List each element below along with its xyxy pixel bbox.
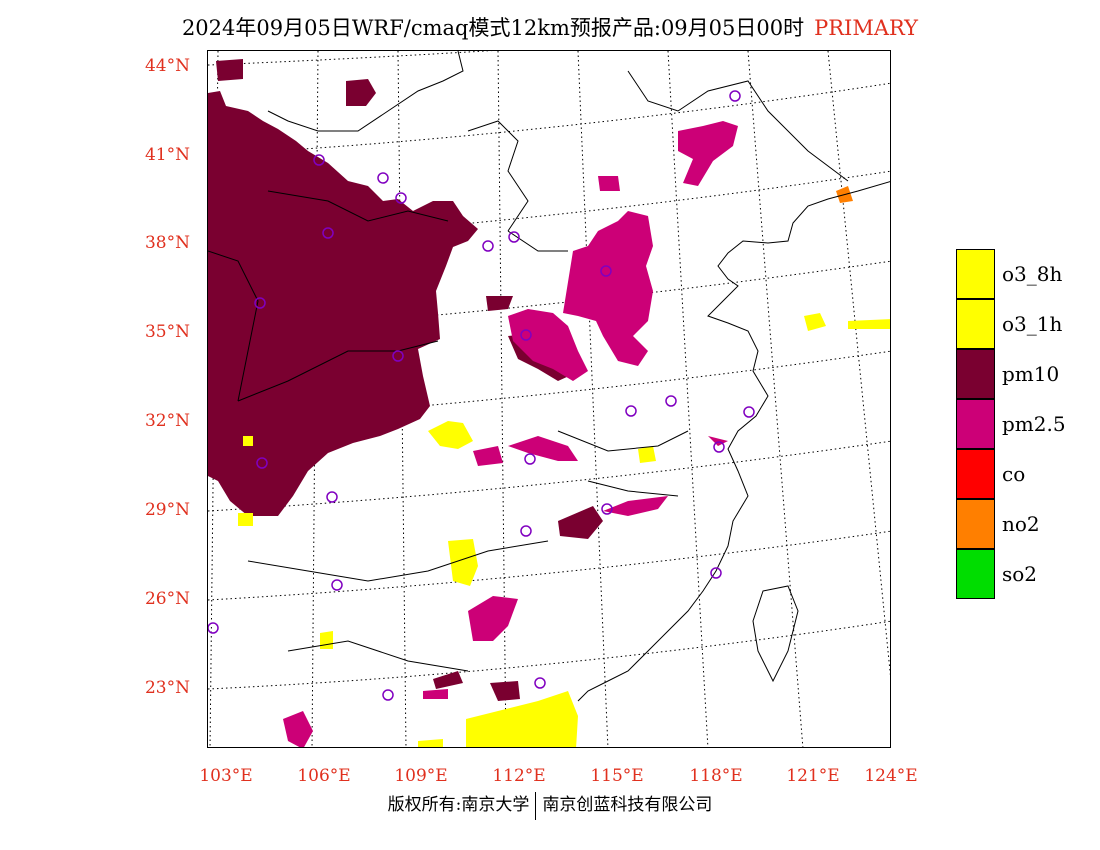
copyright-footer: 版权所有:南京大学 南京创蓝科技有限公司 [0,790,1100,820]
lon-label-121: 121°E [786,766,840,786]
lat-label-29: 29°N [144,500,190,520]
station-markers [208,90,755,701]
legend-swatch-pm25 [956,399,995,449]
footer-separator [535,791,537,820]
legend-label-so2: so2 [1002,562,1038,586]
lon-label-112: 112°E [492,766,546,786]
map-panel [207,50,891,748]
lon-label-109: 109°E [394,766,448,786]
pm10-regions [208,59,603,701]
legend-swatch-so2 [956,549,995,599]
lat-label-26: 26°N [144,589,190,609]
legend-swatch-no2 [956,499,995,549]
footer-copyright-left: 版权所有:南京大学 [387,795,530,815]
legend-label-pm25: pm2.5 [1002,412,1066,436]
lon-label-124: 124°E [864,766,918,786]
lon-label-106: 106°E [297,766,351,786]
legend-label-no2: no2 [1002,512,1040,536]
boundaries [208,51,890,702]
title-main: 2024年09月05日WRF/cmaq模式12km预报产品:09月05日00时 [181,16,805,40]
lat-label-38: 38°N [144,233,190,253]
pm25-regions [283,121,738,747]
legend-label-o3-1h: o3_1h [1002,312,1063,336]
lat-label-23: 23°N [144,678,190,698]
lat-label-41: 41°N [144,145,190,165]
legend-label-co: co [1002,462,1026,486]
legend-swatch-co [956,449,995,499]
lon-label-118: 118°E [689,766,743,786]
legend-swatch-o3-8h [956,249,995,299]
lat-label-32: 32°N [144,411,190,431]
lat-label-35: 35°N [144,322,190,342]
pollutant-map [208,51,890,747]
o3-regions [238,313,890,747]
graticule [208,51,890,747]
legend-swatch-o3-1h [956,299,995,349]
lon-label-103: 103°E [199,766,253,786]
footer-copyright-right: 南京创蓝科技有限公司 [542,795,713,815]
title-primary-tag: PRIMARY [814,16,919,40]
map-title: 2024年09月05日WRF/cmaq模式12km预报产品:09月05日00时 P… [0,12,1100,42]
lon-label-115: 115°E [590,766,644,786]
legend-label-pm10: pm10 [1002,362,1060,386]
lat-label-44: 44°N [144,56,190,76]
legend-label-o3-8h: o3_8h [1002,262,1063,286]
legend-swatch-pm10 [956,349,995,399]
